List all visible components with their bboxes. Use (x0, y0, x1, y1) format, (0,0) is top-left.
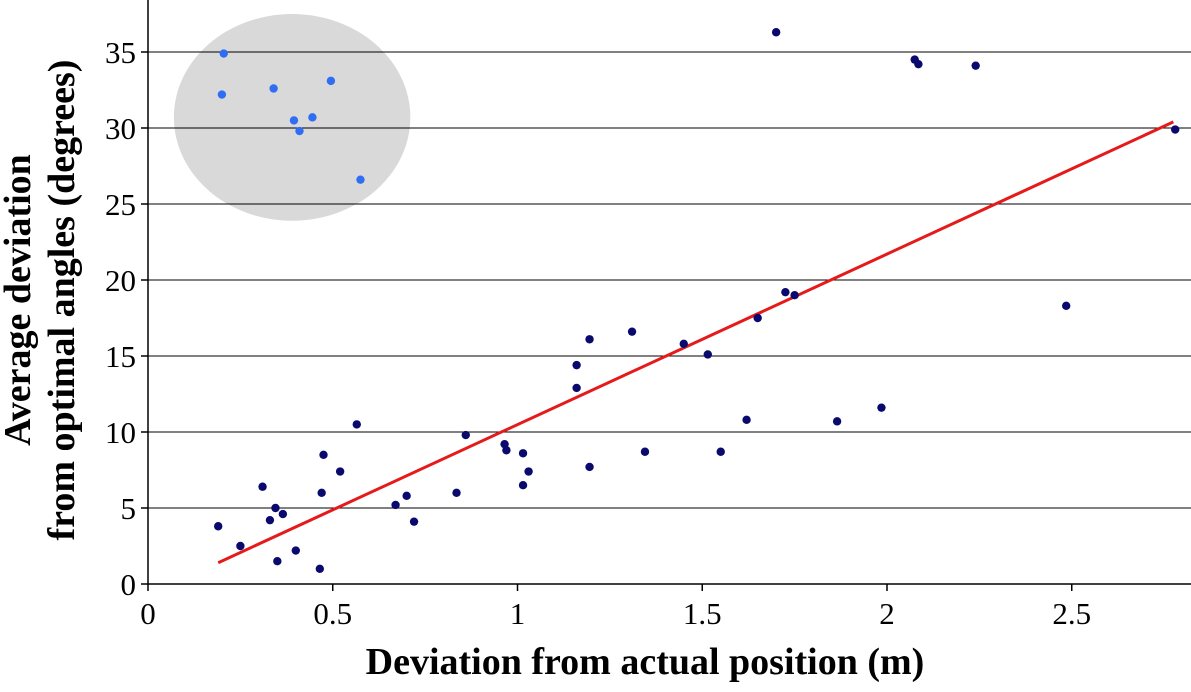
x-tick-label: 2 (879, 596, 895, 631)
y-axis-title: Average deviation from optimal angles (de… (0, 60, 83, 541)
data-point (409, 517, 419, 526)
x-tick-label: 2.5 (1052, 596, 1091, 631)
highlighted-data-point (217, 90, 227, 99)
data-point (877, 403, 886, 412)
data-point (627, 327, 637, 336)
data-point (273, 557, 282, 566)
y-tick-label: 25 (105, 187, 136, 222)
data-point (461, 430, 470, 440)
data-point (781, 287, 790, 297)
data-point (703, 350, 712, 359)
highlighted-data-point (289, 116, 299, 125)
data-point (1171, 125, 1180, 134)
data-point (771, 28, 781, 37)
data-point (315, 564, 325, 573)
y-tick-label: 35 (105, 35, 136, 70)
data-point (335, 467, 345, 476)
data-point (502, 446, 511, 455)
x-tick-label: 1.5 (683, 596, 722, 631)
highlighted-data-point (326, 76, 336, 86)
data-point (319, 450, 328, 459)
data-point (742, 415, 751, 425)
highlighted-data-point (219, 49, 228, 58)
data-point (278, 509, 288, 519)
data-point (291, 546, 300, 555)
data-point (452, 488, 461, 497)
data-point (679, 339, 688, 349)
y-tick-label: 30 (105, 111, 136, 146)
data-point (524, 467, 533, 476)
y-tick-label: 15 (105, 339, 136, 374)
data-point (236, 541, 245, 551)
data-point (265, 515, 275, 525)
data-point (317, 488, 326, 497)
y-axis-title-line: from optimal angles (degrees) (41, 60, 83, 541)
data-point (258, 482, 267, 491)
data-point (572, 360, 581, 370)
y-axis-title-line: Average deviation (0, 154, 39, 446)
data-point (790, 291, 799, 300)
data-point (214, 522, 223, 531)
x-tick-label: 1 (510, 596, 526, 631)
data-point (352, 420, 361, 429)
y-tick-label: 5 (121, 491, 137, 526)
y-tick-label: 0 (121, 567, 137, 602)
data-point (971, 61, 980, 70)
highlighted-data-point (269, 84, 278, 93)
data-point (753, 313, 762, 323)
data-point (914, 59, 923, 69)
highlighted-data-point (295, 126, 304, 136)
trend-line (217, 120, 1174, 565)
data-point (640, 447, 650, 456)
data-point (572, 383, 581, 393)
data-point (585, 335, 594, 344)
y-tick-label: 20 (105, 263, 136, 298)
data-point (585, 462, 594, 472)
x-tick-label: 0 (140, 596, 156, 631)
data-point (391, 500, 400, 510)
data-point (1062, 301, 1071, 311)
data-point (832, 417, 842, 426)
x-tick-label: 0.5 (313, 596, 352, 631)
y-tick-label: 10 (105, 415, 136, 450)
data-point (271, 503, 280, 513)
data-point (402, 491, 411, 501)
x-axis-title: Deviation from actual position (m) (366, 641, 925, 683)
data-point (518, 481, 528, 490)
data-point (716, 447, 725, 456)
highlighted-data-point (308, 113, 317, 122)
highlighted-data-point (356, 175, 365, 184)
data-point (518, 449, 528, 458)
